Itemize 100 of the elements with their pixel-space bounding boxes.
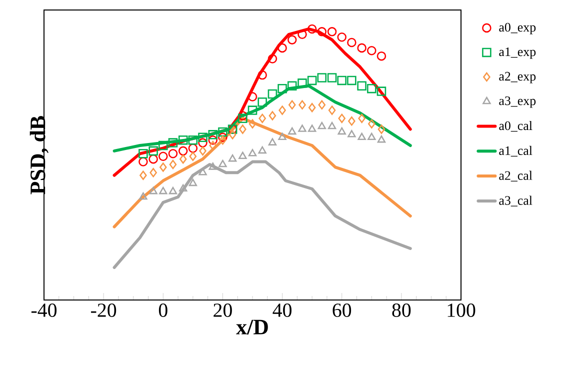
legend-label: a3_exp xyxy=(499,96,536,108)
point xyxy=(328,122,336,130)
point xyxy=(358,132,366,140)
point xyxy=(209,140,217,150)
x-tick-label: 40 xyxy=(272,304,292,317)
point xyxy=(268,89,278,99)
point xyxy=(357,81,366,91)
point xyxy=(208,162,217,170)
point xyxy=(307,24,317,34)
point xyxy=(367,84,376,94)
point xyxy=(248,119,256,128)
point xyxy=(347,76,356,86)
point xyxy=(368,119,376,128)
point xyxy=(278,132,286,140)
point xyxy=(308,124,316,132)
point xyxy=(328,106,336,115)
point xyxy=(317,27,327,36)
point xyxy=(218,127,228,137)
point xyxy=(376,51,386,61)
x-tick-label: 0 xyxy=(158,304,168,317)
point xyxy=(140,170,147,180)
point xyxy=(149,186,158,194)
point xyxy=(188,178,198,186)
point xyxy=(358,114,366,124)
point xyxy=(148,146,158,156)
point xyxy=(178,146,188,156)
point xyxy=(327,73,337,82)
point xyxy=(367,46,376,56)
legend-label: a0_cal xyxy=(499,120,532,132)
point xyxy=(248,92,258,102)
point xyxy=(378,124,386,134)
point xyxy=(198,138,208,148)
point xyxy=(148,154,158,164)
x-tick-label: -40 xyxy=(31,304,57,317)
point xyxy=(348,116,356,126)
point xyxy=(258,70,267,80)
point xyxy=(258,98,267,107)
point xyxy=(307,76,317,86)
point xyxy=(198,132,208,142)
point xyxy=(298,124,306,132)
point xyxy=(376,86,386,96)
point xyxy=(139,192,148,200)
point xyxy=(138,157,148,166)
x-tick-label: 60 xyxy=(332,304,352,317)
point xyxy=(158,140,168,150)
point xyxy=(288,100,296,110)
point xyxy=(258,114,266,124)
point xyxy=(218,160,227,168)
point xyxy=(179,154,187,164)
point xyxy=(160,162,167,172)
point xyxy=(298,100,306,110)
point xyxy=(278,106,286,115)
point xyxy=(308,102,316,112)
legend-label: a1_exp xyxy=(499,47,536,59)
point xyxy=(268,138,277,146)
legend-label: a2_cal xyxy=(499,170,532,182)
point xyxy=(178,135,188,145)
point xyxy=(318,122,326,130)
point xyxy=(188,135,198,145)
point xyxy=(179,184,188,192)
point xyxy=(317,73,327,82)
point xyxy=(168,149,178,158)
point xyxy=(348,130,356,138)
point xyxy=(228,130,236,140)
point xyxy=(287,81,297,91)
point xyxy=(208,135,218,145)
legend-label: a1_cal xyxy=(499,146,532,157)
point xyxy=(338,127,346,135)
point xyxy=(219,135,226,145)
point xyxy=(278,43,287,53)
point xyxy=(268,111,276,120)
point xyxy=(327,27,337,36)
point xyxy=(318,100,326,110)
point xyxy=(337,76,346,86)
point xyxy=(218,132,228,142)
point xyxy=(168,186,178,194)
point xyxy=(208,130,218,140)
point xyxy=(238,114,248,124)
point xyxy=(189,152,197,161)
point xyxy=(288,127,296,135)
point xyxy=(168,138,178,148)
point xyxy=(138,149,148,158)
point xyxy=(278,84,287,94)
point xyxy=(268,54,278,64)
point xyxy=(248,106,258,115)
point xyxy=(150,168,157,178)
x-tick-label: -20 xyxy=(91,304,116,317)
point xyxy=(248,149,257,156)
point xyxy=(287,35,297,44)
point xyxy=(159,186,168,194)
point xyxy=(337,32,346,42)
legend-label: a2_exp xyxy=(499,72,536,84)
x-tick-label: 100 xyxy=(448,304,476,317)
x-tick-label: 80 xyxy=(392,304,411,317)
point xyxy=(238,152,247,159)
x-tick-label: 20 xyxy=(214,304,232,317)
point xyxy=(169,160,177,170)
point xyxy=(158,152,168,161)
point xyxy=(258,146,266,154)
point xyxy=(347,38,356,48)
